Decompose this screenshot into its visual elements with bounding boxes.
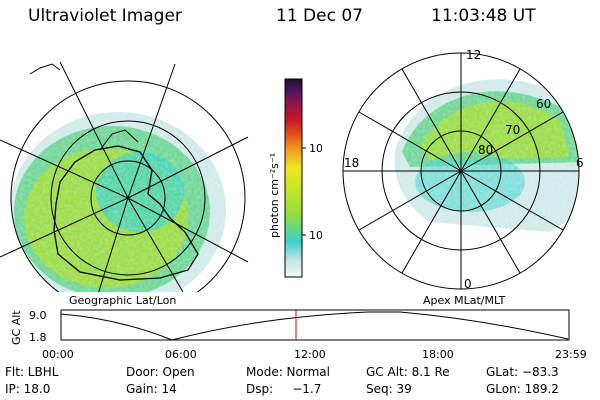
- instrument-title: Ultraviolet Imager: [28, 6, 182, 26]
- colorbar: 100 10 photon cm⁻²s⁻¹: [268, 78, 322, 278]
- gc-alt-status: GC Alt: 8.1 Re: [366, 365, 450, 379]
- time-label: 11:03:48 UT: [431, 6, 536, 26]
- peninsula-coastline: [99, 129, 139, 151]
- gc-alt-ytick: 1.8: [29, 331, 47, 344]
- colorbar-gradient: [284, 78, 303, 278]
- gain-status: Gain: 14: [126, 382, 177, 396]
- seq-status: Seq: 39: [366, 382, 412, 396]
- colorbar-tick-label: 100: [309, 142, 322, 155]
- gc-alt-ylabel: GC Alt: [10, 310, 23, 345]
- mlat-label: 60: [536, 97, 551, 111]
- mlt-label-right: 6: [576, 156, 584, 170]
- gc-alt-xtick: 23:59: [555, 348, 587, 361]
- south-america-coast: [29, 63, 61, 75]
- date-label: 11 Dec 07: [276, 6, 363, 26]
- ip-status: IP: 18.0: [5, 382, 51, 396]
- antarctica-coastline: [53, 145, 199, 281]
- gc-alt-ytick: 9.0: [29, 309, 47, 322]
- mlt-meridians: [343, 53, 579, 289]
- apex-map: 12 18 6 0 60 70 80: [342, 48, 584, 291]
- filter-status: Flt: LBHL: [5, 365, 59, 379]
- glon-status: GLon: 189.2: [486, 382, 559, 396]
- geo-map-label: Geographic Lat/Lon: [69, 294, 177, 307]
- mode-status: Mode: Normal: [246, 365, 330, 379]
- gc-alt-xtick: 18:00: [422, 348, 454, 361]
- geographic-map: [0, 61, 249, 292]
- gc-alt-frame: [60, 309, 570, 341]
- door-status: Door: Open: [126, 365, 195, 379]
- mlat-label: 80: [478, 143, 493, 157]
- mlt-label-left: 18: [344, 156, 359, 170]
- colorbar-tick-label: 10: [309, 229, 322, 242]
- gc-alt-xtick: 12:00: [294, 348, 326, 361]
- gc-alt-xtick: 00:00: [42, 348, 74, 361]
- mlt-label-bottom: 0: [464, 277, 472, 291]
- mlat-label: 70: [505, 123, 520, 137]
- colorbar-unit-label: photon cm⁻²s⁻¹: [268, 153, 281, 238]
- gc-alt-xtick: 06:00: [165, 348, 197, 361]
- apex-map-label: Apex MLat/MLT: [423, 294, 506, 307]
- gc-alt-curve: [60, 311, 569, 341]
- dsp-status: Dsp: −1.7: [246, 382, 322, 396]
- geo-meridians: [0, 61, 249, 292]
- glat-status: GLat: −83.3: [486, 365, 559, 379]
- gc-alt-plot: GC Alt 9.0 1.8 00:00 06:00 12:00 18:00 2…: [10, 309, 587, 361]
- geo-lat-circles: [10, 80, 246, 292]
- mlt-label-top: 12: [466, 48, 481, 62]
